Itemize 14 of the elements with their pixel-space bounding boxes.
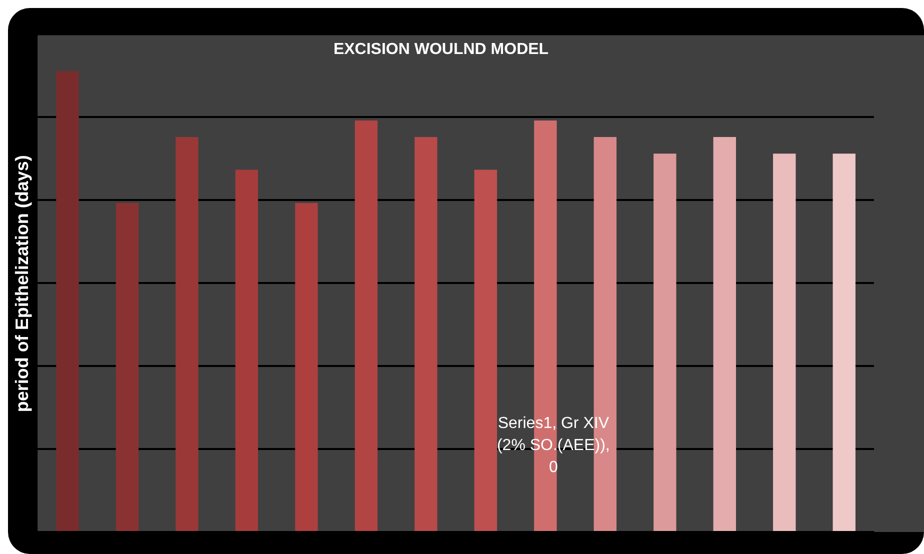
bar xyxy=(56,71,79,531)
bar xyxy=(474,170,498,531)
bar xyxy=(832,154,856,531)
bar xyxy=(414,137,438,531)
bar xyxy=(354,120,378,531)
y-axis-title: period of Epithelization (days) xyxy=(12,155,32,412)
bar xyxy=(654,154,676,531)
bar xyxy=(773,154,796,531)
bar xyxy=(176,137,198,531)
chart-title: EXCISION WOULND MODEL xyxy=(333,41,549,58)
bar xyxy=(295,202,318,531)
bar xyxy=(713,137,736,531)
bar xyxy=(235,170,258,531)
bar xyxy=(116,202,139,531)
